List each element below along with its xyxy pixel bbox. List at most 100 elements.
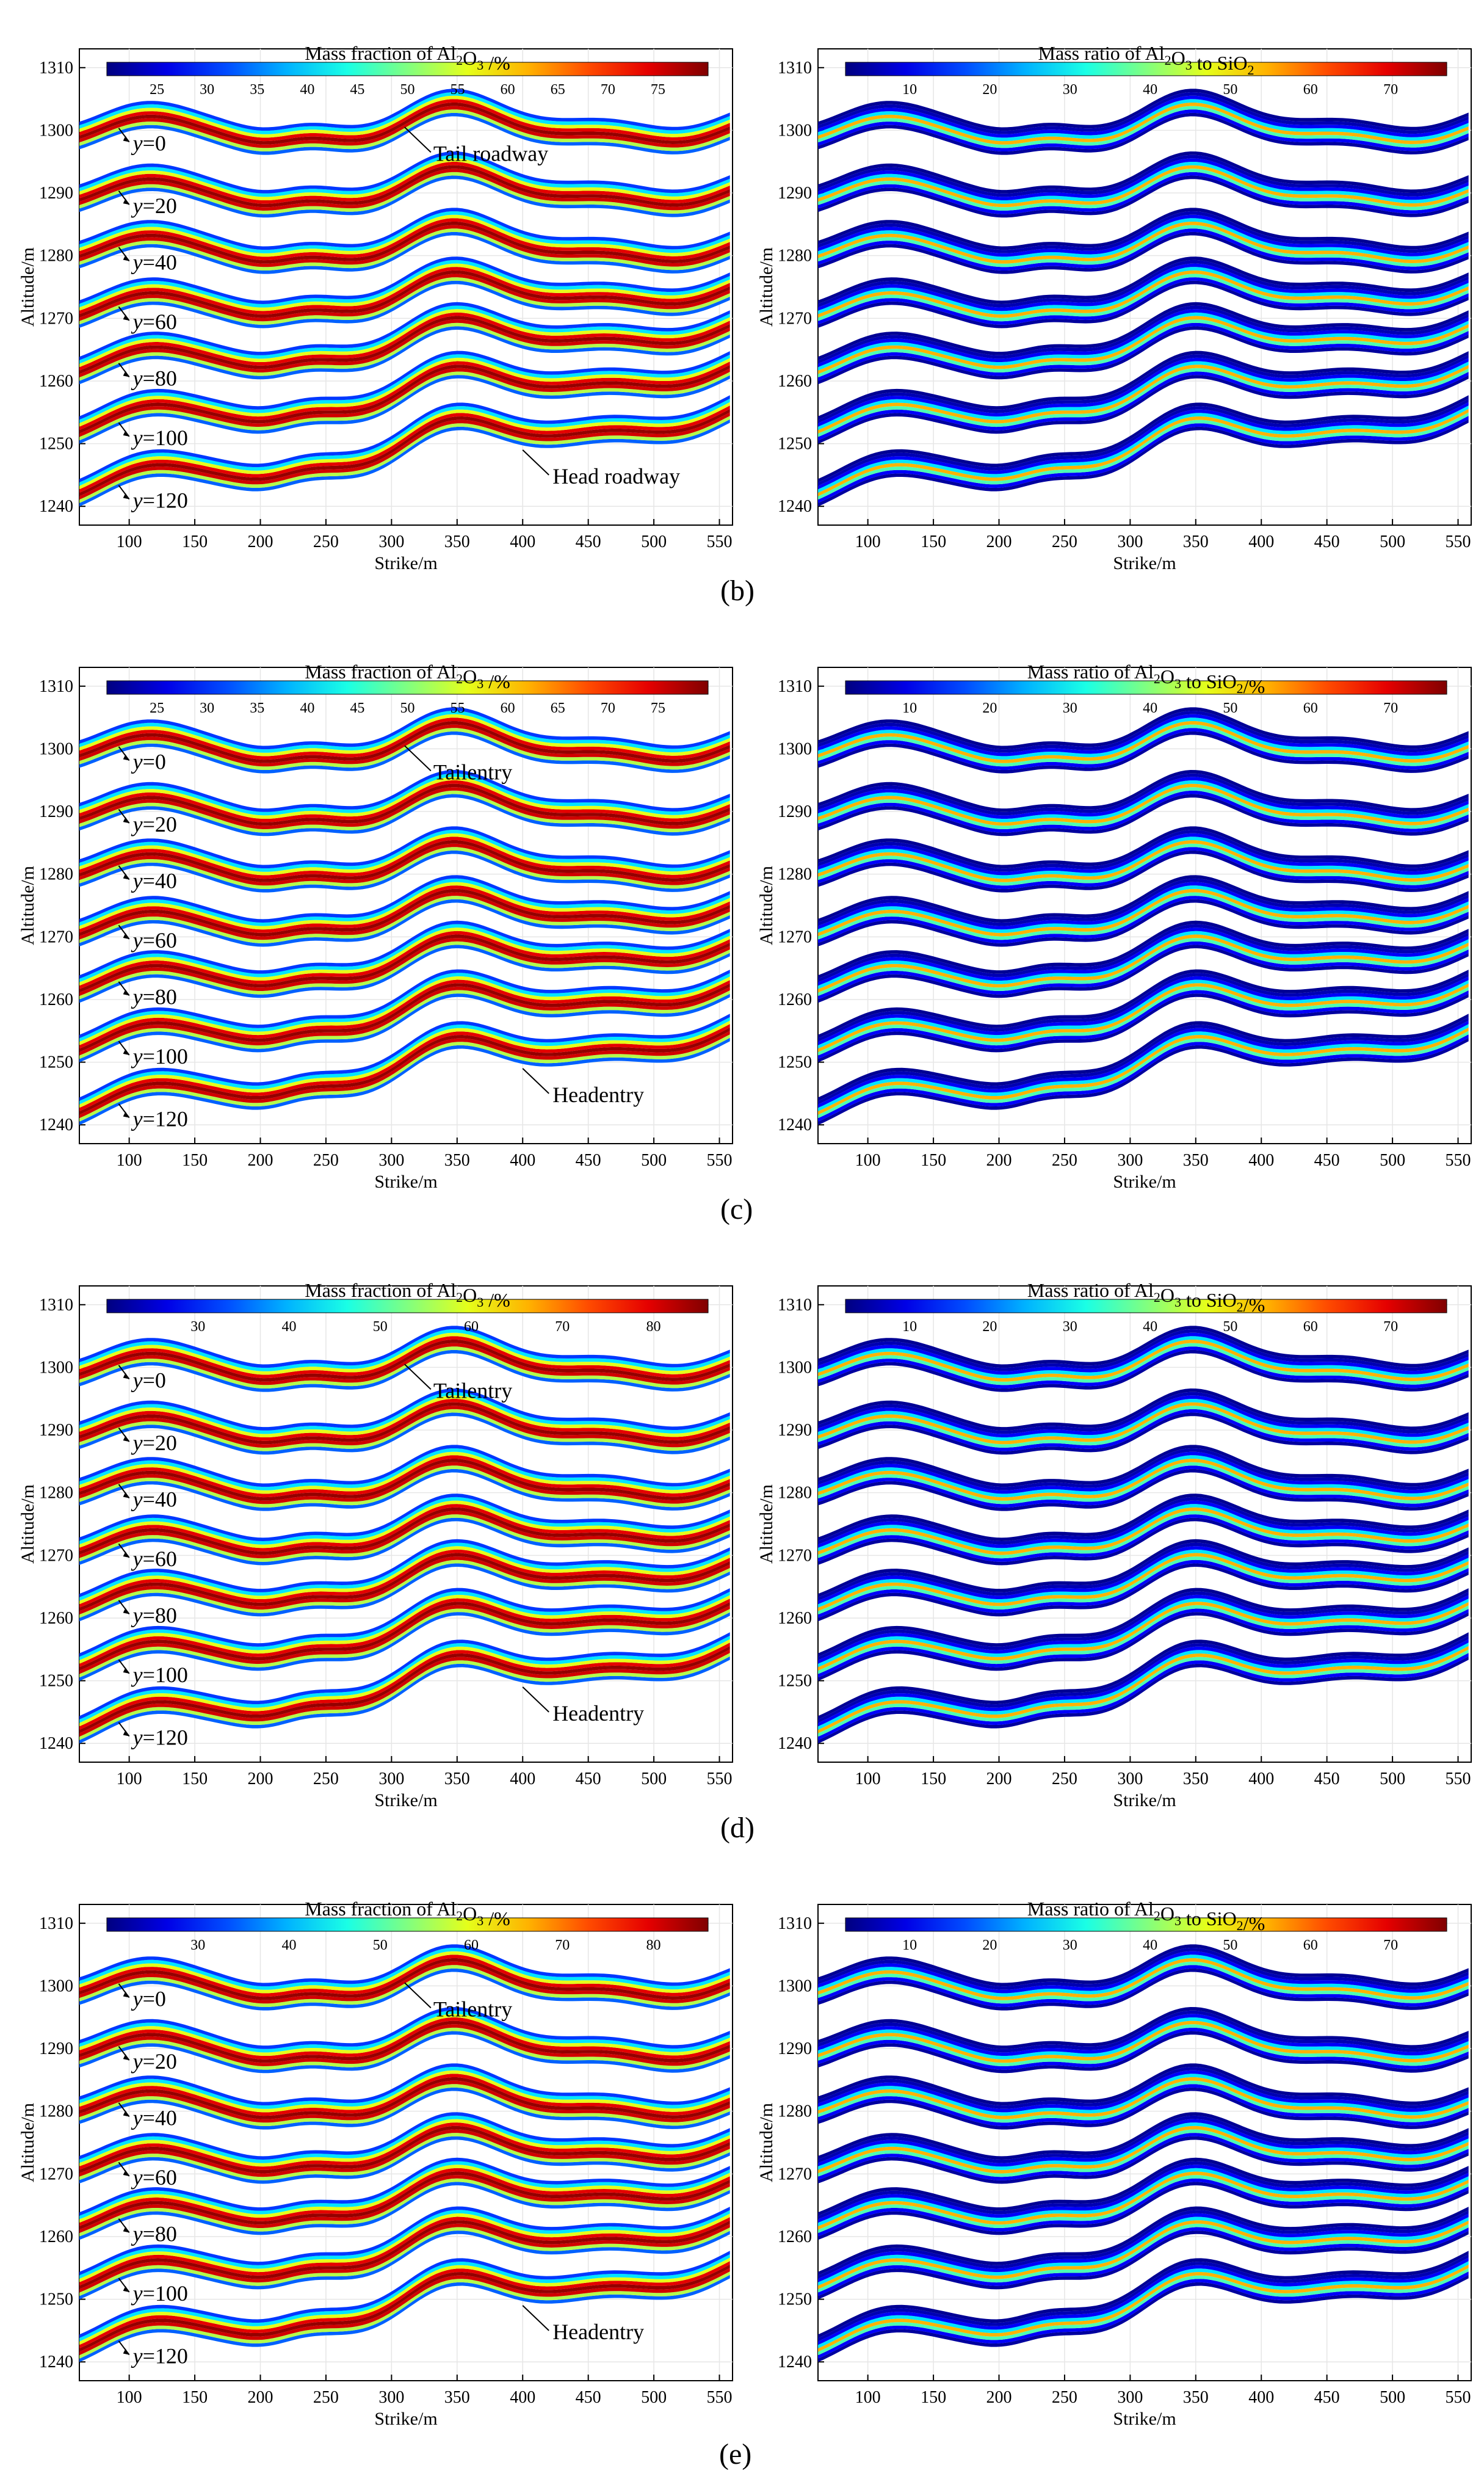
y-tick-label: 1240 xyxy=(39,2353,73,2372)
y-tick-label: 1270 xyxy=(778,2165,812,2183)
x-tick-label: 450 xyxy=(576,2388,601,2407)
seam-band-y=20 xyxy=(818,783,1469,826)
x-tick-label: 550 xyxy=(707,1769,733,1788)
y-tick-label: 1270 xyxy=(39,927,73,946)
x-tick-label: 400 xyxy=(1248,532,1274,551)
colorbar-tick-label: 55 xyxy=(451,82,465,98)
y-tick-label: 1260 xyxy=(778,1609,812,1628)
y-tick-label: 1290 xyxy=(39,2039,73,2058)
seam-band-y=20 xyxy=(79,2014,730,2056)
seam-band-y=0 xyxy=(79,721,730,763)
leader-line xyxy=(522,449,549,476)
seam-band-y=0 xyxy=(79,106,730,148)
seam-band-y=40 xyxy=(818,843,1469,886)
colorbar xyxy=(106,1917,709,1932)
seam-band-y=40 xyxy=(79,218,730,261)
colorbar-tick-label: 60 xyxy=(501,82,515,98)
seam-band-y=0 xyxy=(818,95,1469,138)
leader-line xyxy=(522,2305,549,2331)
colorbar-tick-label: 50 xyxy=(373,1319,388,1335)
x-tick-label: 500 xyxy=(641,1769,667,1788)
seam-band-y=40 xyxy=(818,2087,1469,2130)
seam-band-y=40 xyxy=(79,2074,730,2116)
x-tick-label: 400 xyxy=(510,532,535,551)
annotation-head: Headentry xyxy=(552,1083,644,1107)
seam-band-y=40 xyxy=(79,1448,730,1490)
seam-band-y=40 xyxy=(79,1468,730,1511)
seam-band-y=20 xyxy=(79,2020,730,2063)
seam-band-y=40 xyxy=(818,211,1469,253)
colorbar-tick-label: 80 xyxy=(646,1937,661,1953)
x-tick-label: 500 xyxy=(1380,2388,1405,2407)
seam-band-y=0 xyxy=(79,714,730,757)
seam-band-y=0 xyxy=(79,1965,730,2007)
x-tick-label: 500 xyxy=(1380,532,1405,551)
y-tick-label: 1290 xyxy=(39,184,73,203)
seam-band-y=20 xyxy=(818,1392,1469,1434)
seam-band-y=40 xyxy=(79,850,730,893)
arrow-head xyxy=(123,933,129,940)
seam-band-y=20 xyxy=(79,162,730,204)
seam-band-y=20 xyxy=(818,2010,1469,2053)
seam-band-y=0 xyxy=(818,728,1469,770)
y-tick-label: 1310 xyxy=(39,1296,73,1315)
y-tick-label: 1260 xyxy=(778,990,812,1009)
seam-band-y=40 xyxy=(79,231,730,274)
colorbar-tick-label: 50 xyxy=(373,1937,388,1953)
x-tick-label: 450 xyxy=(576,1151,601,1170)
x-tick-label: 500 xyxy=(641,532,667,551)
seam-band-y=40 xyxy=(79,826,730,869)
seam-band-y=40 xyxy=(818,833,1469,876)
seam-band-y=40 xyxy=(818,1459,1469,1501)
chart-c-right: 100 150 200 250 300 350 400 450 500 550 1240 1250 12… xyxy=(756,661,1472,1192)
colorbar-tick-label: 10 xyxy=(902,700,917,716)
x-tick-label: 300 xyxy=(1117,2388,1143,2407)
panel-label-b: (b) xyxy=(720,575,755,607)
seam-band-y=20 xyxy=(818,2007,1469,2049)
seam-band-y=20 xyxy=(79,2007,730,2049)
seam-band-y=40 xyxy=(79,1451,730,1494)
level-label: y=60 xyxy=(131,2165,177,2190)
y-axis-label: Altitude/m xyxy=(18,2103,38,2182)
colorbar-tick-label: 65 xyxy=(551,82,565,98)
seam-band-y=20 xyxy=(818,790,1469,833)
colorbar-title: Mass fraction of Al2O3 /% xyxy=(305,1279,510,1311)
arrow-head xyxy=(123,989,129,996)
x-tick-label: 250 xyxy=(313,2388,339,2407)
y-tick-label: 1310 xyxy=(39,59,73,78)
arrow-head xyxy=(123,1608,129,1614)
x-tick-label: 200 xyxy=(248,1151,273,1170)
seam-band-y=40 xyxy=(79,225,730,267)
seam-band-y=20 xyxy=(79,151,730,194)
level-label: y=20 xyxy=(131,194,177,218)
y-tick-label: 1290 xyxy=(778,802,812,821)
y-tick-label: 1250 xyxy=(39,435,73,454)
y-tick-label: 1260 xyxy=(39,2227,73,2246)
seam-band-y=0 xyxy=(818,92,1469,134)
x-axis-label: Strike/m xyxy=(1113,553,1176,573)
seam-band-y=0 xyxy=(818,1329,1469,1371)
seam-band-y=40 xyxy=(818,1448,1469,1490)
y-tick-label: 1270 xyxy=(39,1546,73,1565)
seam-band-y=0 xyxy=(79,1340,730,1382)
x-axis-label: Strike/m xyxy=(374,1790,437,1810)
x-tick-label: 150 xyxy=(921,1769,946,1788)
x-tick-label: 100 xyxy=(855,1769,881,1788)
x-axis-label: Strike/m xyxy=(1113,1790,1176,1810)
seam-band-y=40 xyxy=(818,1455,1469,1498)
seam-band-y=40 xyxy=(79,2070,730,2113)
seam-band-y=0 xyxy=(818,1944,1469,1987)
seam-band-y=0 xyxy=(818,1968,1469,2011)
annotation-head: Headentry xyxy=(552,1701,644,1726)
seam-band-y=0 xyxy=(79,1968,730,2011)
level-label: y=0 xyxy=(131,131,166,156)
x-tick-label: 100 xyxy=(117,1769,142,1788)
level-label: y=20 xyxy=(131,1431,177,1455)
seam-band-y=40 xyxy=(818,214,1469,257)
seam-band-y=40 xyxy=(79,2084,730,2126)
y-tick-label: 1240 xyxy=(778,1116,812,1134)
x-tick-label: 100 xyxy=(855,2388,881,2407)
colorbar-tick-label: 35 xyxy=(250,700,264,716)
leader-line xyxy=(404,126,432,153)
seam-band-y=0 xyxy=(818,1349,1469,1392)
